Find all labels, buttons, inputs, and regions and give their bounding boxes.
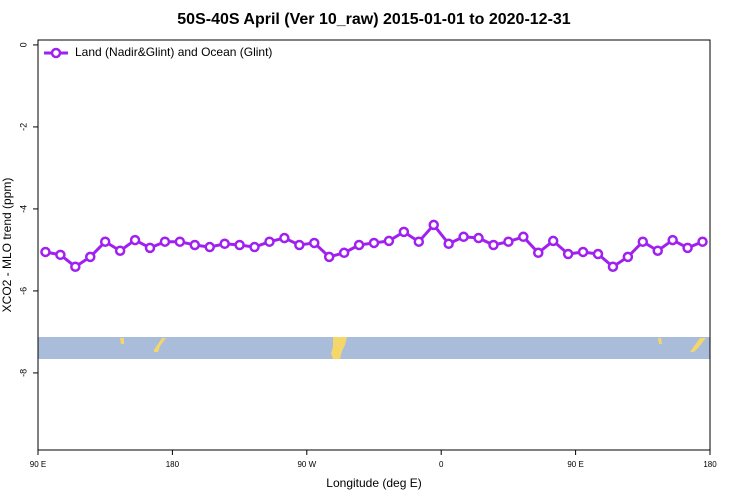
x-tick-label: 0 [439, 460, 444, 469]
point [174, 236, 186, 247]
point [577, 246, 589, 258]
point [264, 236, 275, 247]
point [114, 245, 126, 256]
legend-marker [50, 47, 62, 59]
x-tick-label: 90 E [30, 460, 46, 469]
point [55, 249, 66, 261]
x-tick-label: 180 [703, 460, 717, 469]
point [144, 242, 156, 254]
point [503, 236, 514, 247]
point [294, 239, 305, 251]
land [120, 338, 124, 344]
point [622, 251, 634, 263]
point [70, 261, 81, 272]
ocean-band [38, 337, 710, 359]
x-axis-label: Longitude (deg E) [326, 476, 421, 490]
point [85, 251, 96, 263]
point [697, 236, 708, 247]
y-tick-label: -4 [18, 205, 28, 213]
y-tick-label: -6 [18, 287, 28, 295]
y-tick-label: -2 [18, 123, 28, 131]
point [204, 241, 215, 253]
point [234, 239, 245, 251]
point [652, 245, 663, 256]
point [667, 234, 678, 246]
chart-title: 50S-40S April (Ver 10_raw) 2015-01-01 to… [177, 11, 571, 28]
point [279, 232, 290, 244]
point [592, 248, 604, 260]
x-tick-label: 180 [166, 460, 180, 469]
point [309, 237, 320, 249]
point [682, 242, 693, 254]
y-axis-label: XCO2 - MLO trend (ppm) [0, 178, 14, 313]
point [607, 261, 619, 272]
point [398, 226, 410, 238]
point [189, 239, 201, 251]
point [473, 232, 484, 244]
land [690, 338, 706, 352]
point [338, 247, 350, 259]
point [428, 219, 439, 231]
point [353, 239, 365, 251]
point [129, 234, 141, 246]
map-strip [38, 337, 710, 359]
point [533, 247, 544, 259]
point [458, 231, 469, 243]
point [368, 237, 380, 249]
x-tick-label: 90 W [297, 460, 316, 469]
x-tick-label: 90 E [567, 460, 583, 469]
point [547, 235, 559, 247]
point [323, 251, 335, 263]
point [562, 248, 574, 260]
land [154, 338, 166, 352]
plot-frame [37, 39, 711, 451]
point [413, 236, 425, 247]
point [518, 231, 529, 243]
y-tick-label: -8 [18, 369, 28, 377]
point [40, 246, 51, 258]
land [658, 338, 662, 344]
point [637, 236, 649, 247]
land [331, 337, 347, 359]
point [99, 236, 111, 247]
point [219, 238, 230, 250]
legend-label: Land (Nadir&Glint) and Ocean (Glint) [75, 45, 272, 59]
point [249, 241, 260, 253]
point [383, 235, 395, 247]
point [488, 239, 499, 251]
point [443, 238, 454, 250]
y-tick-label: 0 [18, 42, 28, 47]
point [159, 236, 171, 247]
